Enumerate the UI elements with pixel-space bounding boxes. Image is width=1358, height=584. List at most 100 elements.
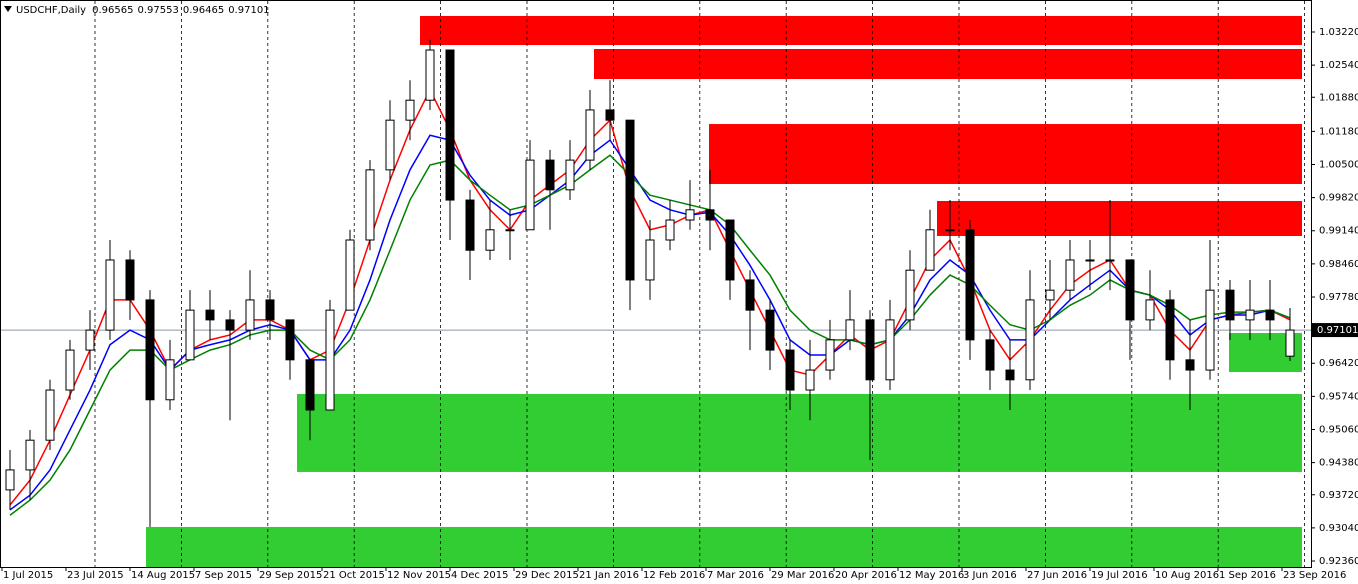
x-tick-label: 21 Jan 2016 — [579, 570, 639, 581]
candle-body — [1005, 369, 1015, 381]
candle-body — [665, 219, 675, 241]
current-price-box — [1312, 323, 1358, 338]
candle-body — [945, 229, 955, 232]
y-tick-label: 1.03220 — [1319, 27, 1358, 38]
x-tick-label: 19 Jul 2016 — [1091, 570, 1148, 581]
candle-body — [1085, 259, 1095, 262]
candle-body — [705, 209, 715, 221]
candle-body — [105, 259, 115, 331]
candle-body — [745, 279, 755, 311]
quote-open: 0.96565 — [92, 5, 133, 16]
candle-body — [425, 49, 435, 101]
candle-body — [25, 439, 35, 471]
menu-icon[interactable] — [4, 6, 12, 12]
x-tick-label: 29 Sep 2015 — [259, 570, 322, 581]
candle-body — [1065, 259, 1075, 291]
candle-body — [205, 309, 215, 321]
candle-body — [1125, 259, 1135, 321]
candle-body — [65, 349, 75, 391]
current-price-label: 0.97101 — [1317, 325, 1358, 336]
candle-body — [785, 349, 795, 391]
x-tick-label: 12 Feb 2016 — [643, 570, 705, 581]
x-tick-label: 23 Sep 2016 — [1283, 570, 1346, 581]
candle-body — [225, 319, 235, 331]
candle-body — [165, 359, 175, 401]
quote-close: 0.97101 — [228, 5, 269, 16]
y-tick-label: 0.95060 — [1319, 424, 1358, 435]
y-tick-label: 0.99820 — [1319, 193, 1358, 204]
x-tick-label: 7 Mar 2016 — [707, 570, 764, 581]
x-tick-label: 12 Nov 2015 — [387, 570, 451, 581]
candle-body — [565, 159, 575, 191]
x-tick-label: 12 May 2016 — [899, 570, 964, 581]
candle-body — [1225, 289, 1235, 321]
symbol: USDCHF,Daily — [16, 5, 86, 16]
x-tick-label: 10 Aug 2016 — [1155, 570, 1219, 581]
y-tick-label: 1.01180 — [1319, 126, 1358, 137]
x-tick-label: 3 Jun 2016 — [963, 570, 1017, 581]
candle-body — [1285, 329, 1295, 357]
price-zone — [420, 15, 1302, 46]
price-zone — [709, 124, 1302, 184]
candle-body — [505, 229, 515, 232]
y-tick-label: 0.97780 — [1319, 292, 1358, 303]
candle-body — [305, 359, 315, 411]
candle-body — [1265, 309, 1275, 321]
y-tick-label: 0.95740 — [1319, 391, 1358, 402]
quote-high: 0.97553 — [137, 5, 178, 16]
x-tick-label: 20 Apr 2016 — [835, 570, 897, 581]
x-tick-label: 29 Mar 2016 — [771, 570, 834, 581]
candle-body — [85, 329, 95, 351]
candle-body — [45, 389, 55, 441]
candle-body — [865, 319, 875, 381]
candle-body — [1205, 289, 1215, 371]
candle-body — [325, 309, 335, 411]
candle-body — [1105, 259, 1115, 262]
x-tick-label: 27 Jun 2016 — [1027, 570, 1087, 581]
candle-body — [605, 109, 615, 121]
candle-body — [905, 269, 915, 321]
x-tick-label: 1 Sep 2016 — [1219, 570, 1276, 581]
x-tick-label: 1 Jul 2015 — [3, 570, 53, 581]
candle-body — [965, 229, 975, 341]
x-tick-label: 23 Jul 2015 — [67, 570, 124, 581]
candle-body — [445, 49, 455, 201]
candle-body — [1245, 309, 1255, 321]
candle-body — [125, 259, 135, 301]
candle-body — [265, 299, 275, 321]
price-zone — [937, 200, 1302, 237]
candle-body — [925, 229, 935, 271]
candle-body — [385, 119, 395, 171]
candle-body — [485, 229, 495, 251]
candle-body — [645, 239, 655, 281]
chart-header: USDCHF,Daily 0.96565 0.97553 0.96465 0.97101 — [16, 5, 270, 16]
y-tick-label: 1.01880 — [1319, 92, 1358, 103]
candle-body — [685, 209, 695, 221]
x-tick-label: 14 Aug 2015 — [131, 570, 195, 581]
candle-body — [845, 319, 855, 341]
candle-body — [525, 159, 535, 231]
candle-body — [725, 219, 735, 281]
x-tick-label: 21 Oct 2015 — [323, 570, 385, 581]
price-zone — [297, 393, 1302, 472]
candle-body — [345, 239, 355, 311]
candle-body — [985, 339, 995, 371]
candle-body — [285, 319, 295, 361]
moving-average — [9, 154, 1291, 516]
x-tick-label: 29 Dec 2015 — [515, 570, 579, 581]
candle-body — [145, 299, 155, 401]
y-tick-label: 0.93040 — [1319, 523, 1358, 534]
y-tick-label: 0.96420 — [1319, 358, 1358, 369]
y-tick-label: 0.94380 — [1319, 458, 1358, 469]
y-tick-label: 0.92360 — [1319, 556, 1358, 567]
candle-body — [1145, 299, 1155, 321]
x-tick-label: 7 Sep 2015 — [195, 570, 252, 581]
quote-low: 0.96465 — [183, 5, 224, 16]
x-tick-label: 4 Dec 2015 — [451, 570, 509, 581]
candle-body — [5, 469, 15, 491]
y-tick-label: 0.93720 — [1319, 490, 1358, 501]
candle-body — [1045, 289, 1055, 301]
candle-body — [585, 109, 595, 161]
candle-body — [805, 369, 815, 391]
